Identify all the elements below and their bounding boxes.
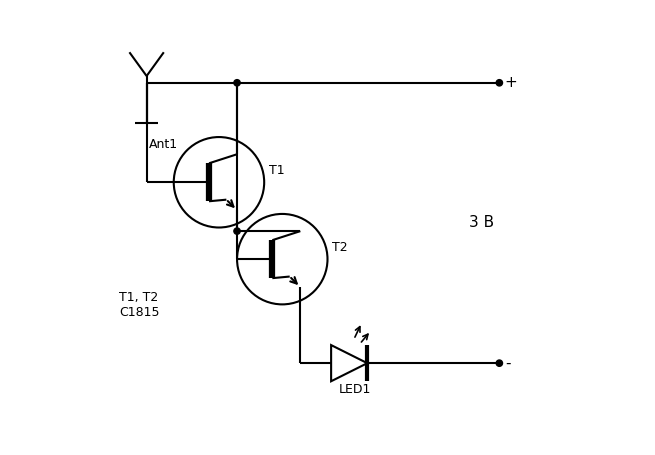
Text: 3 B: 3 B [469, 216, 494, 231]
Text: T2: T2 [332, 241, 348, 254]
Circle shape [496, 360, 502, 366]
Circle shape [234, 228, 240, 234]
Text: Ant1: Ant1 [149, 138, 178, 152]
Circle shape [496, 80, 502, 86]
Text: LED1: LED1 [339, 383, 371, 395]
Text: T1, T2
C1815: T1, T2 C1815 [119, 291, 160, 319]
Circle shape [234, 80, 240, 86]
Text: T1: T1 [269, 164, 284, 177]
Text: -: - [505, 356, 510, 371]
Text: +: + [505, 75, 517, 90]
